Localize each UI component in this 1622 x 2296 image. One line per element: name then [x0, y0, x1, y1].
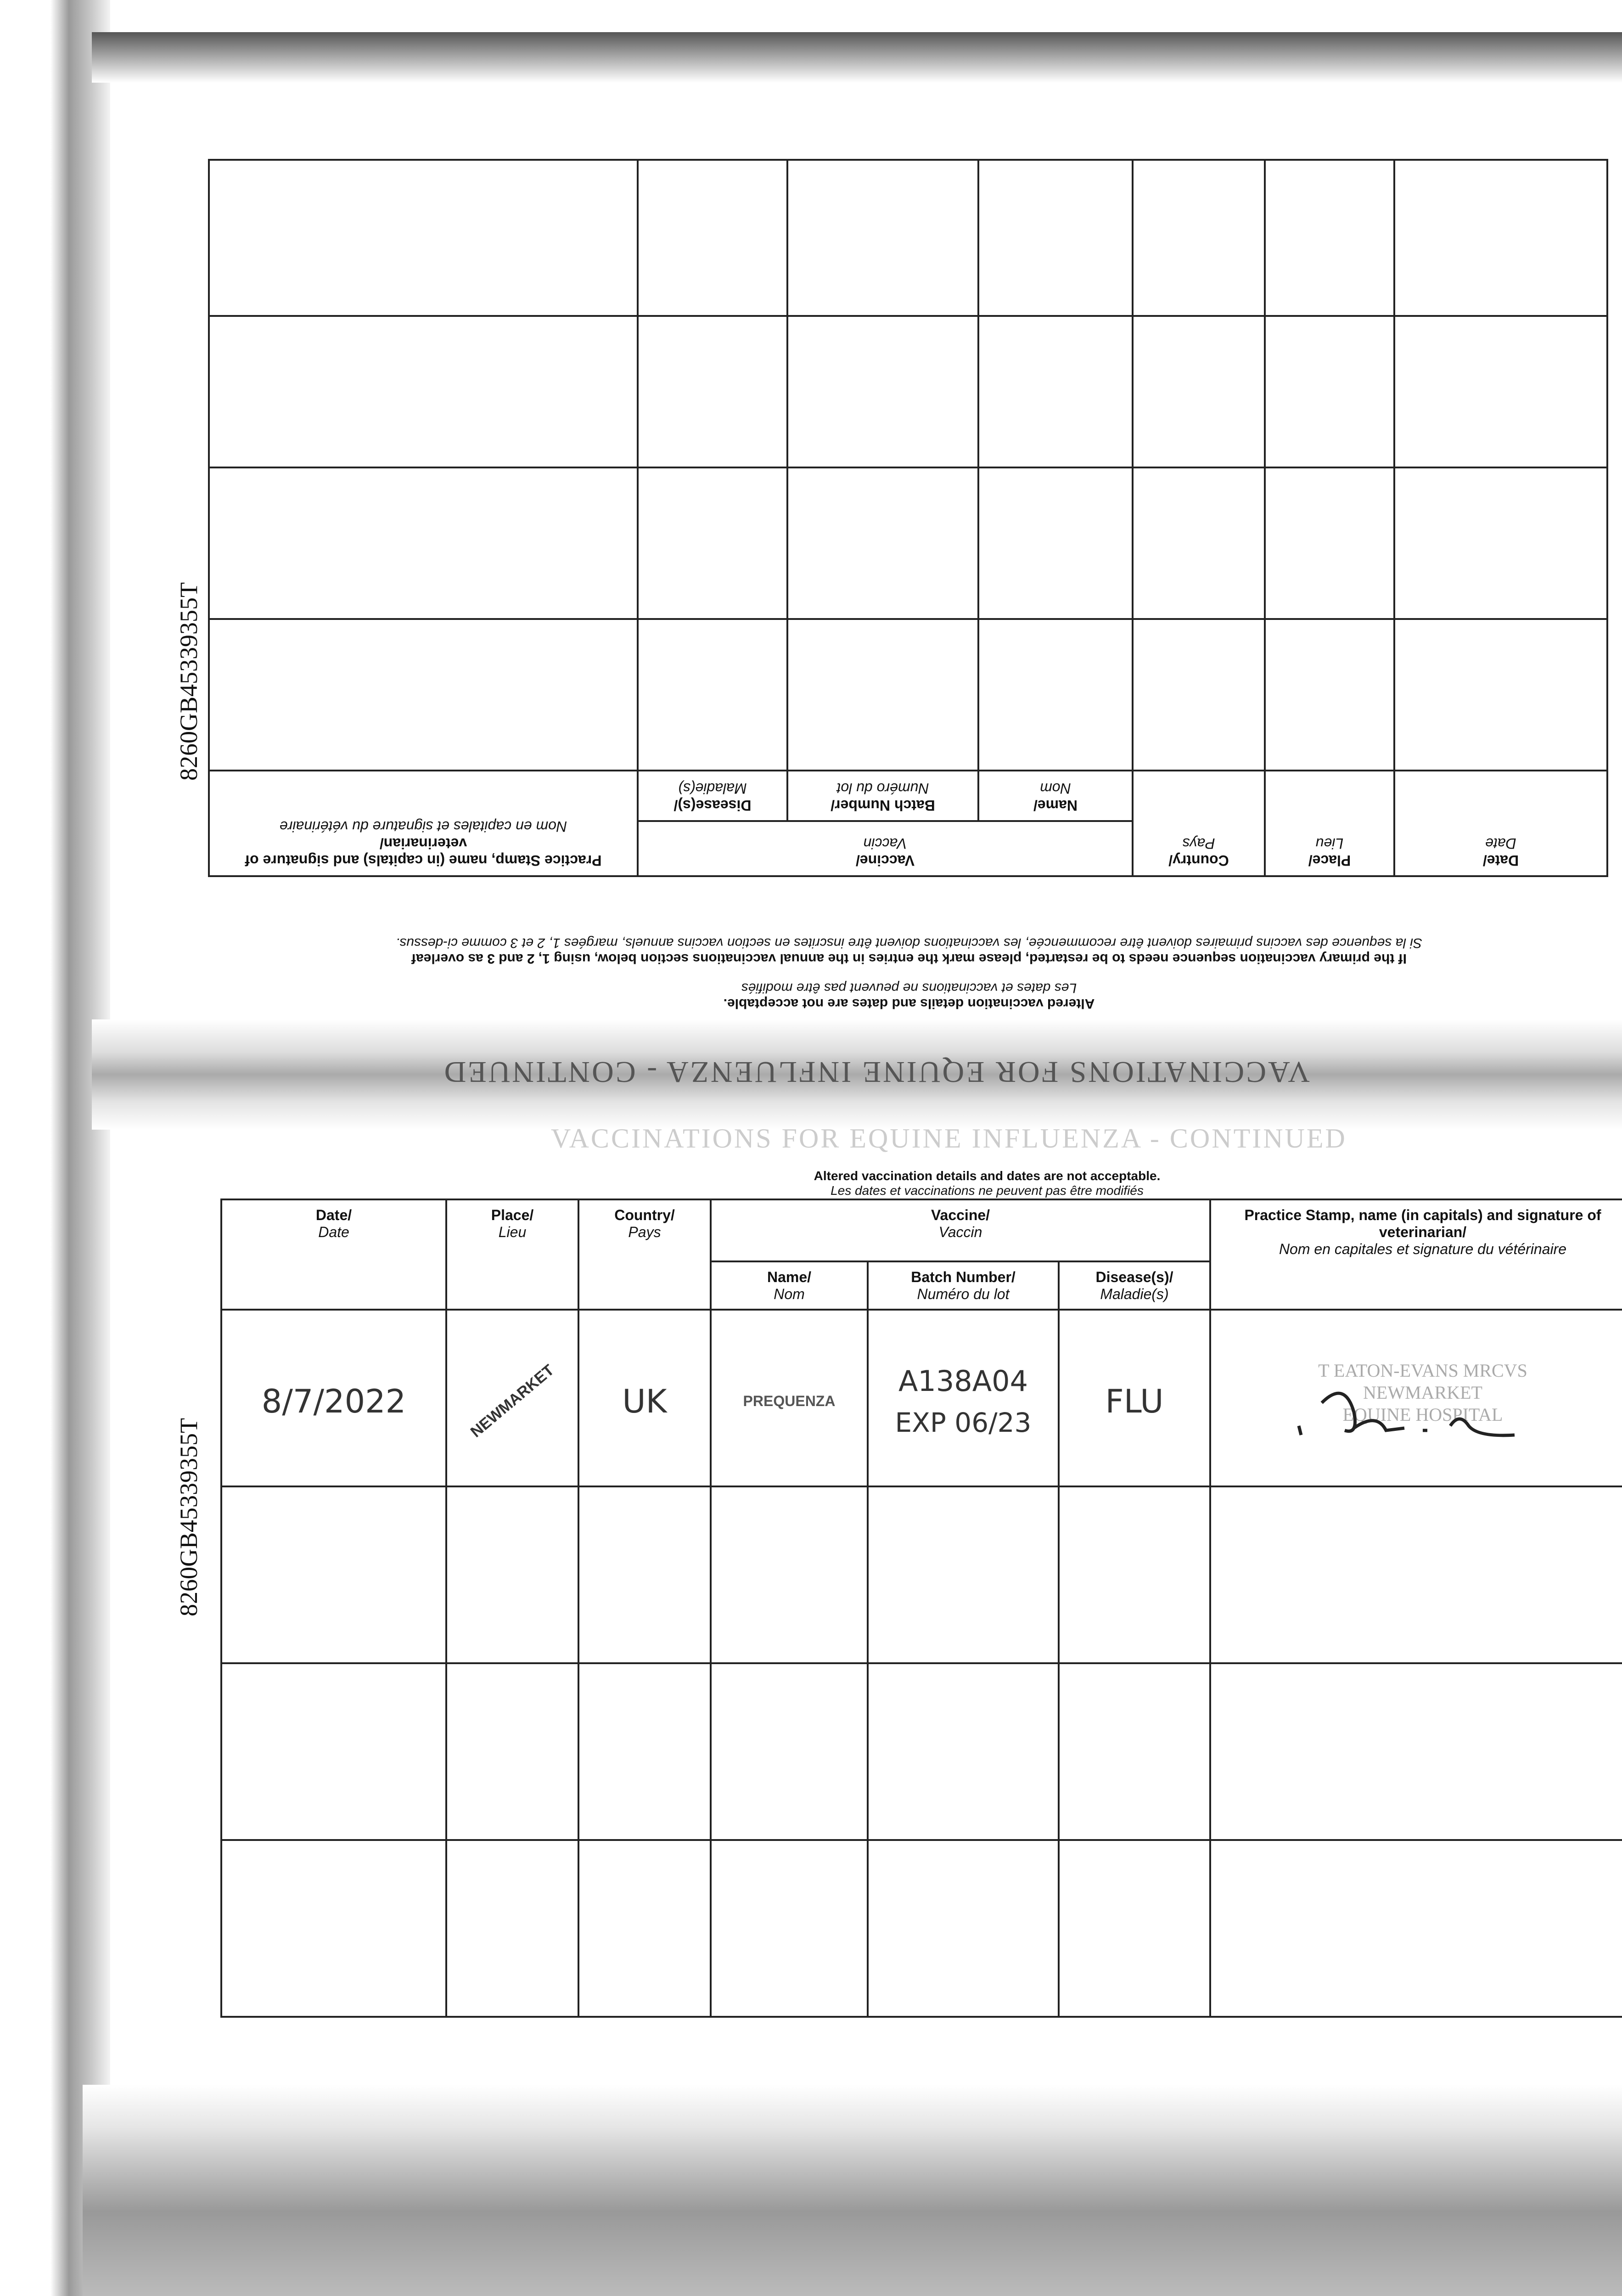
entry-country: UK	[578, 1309, 712, 1487]
table-row	[220, 1662, 1622, 1841]
scan-left-edge	[0, 0, 110, 2296]
note-altered-fr: Les dates et vaccinations ne peuvent pas…	[831, 1183, 1144, 1198]
header-place: Place/Lieu	[445, 1199, 579, 1311]
table-row	[209, 467, 1607, 619]
header-place: Place/Lieu	[1265, 771, 1394, 876]
header-batch: Batch Number/Numéro du lot	[787, 771, 978, 821]
entry-vaccine-name: PREQUENZA	[710, 1309, 869, 1487]
entry-date: 8/7/2022	[220, 1309, 447, 1487]
page-fold	[92, 1019, 1622, 1130]
notes-upper: Altered vaccination details and dates ar…	[210, 935, 1608, 1011]
entry-stamp: T EATON-EVANS MRCVS NEWMARKET EQUINE HOS…	[1209, 1309, 1622, 1487]
scan-top-edge	[92, 32, 1622, 83]
header-date: Date/Date	[1394, 771, 1607, 876]
scan-bottom-edge	[83, 2085, 1622, 2296]
table-row	[220, 1486, 1622, 1664]
header-name: Name/Nom	[978, 771, 1133, 821]
header-vaccine: Vaccine/Vaccin	[638, 821, 1133, 876]
table-row: 8/7/2022 NEWMARKET UK PREQUENZA A138A04 E…	[220, 1309, 1622, 1487]
note-restart-en: If the primary vaccination sequence need…	[411, 951, 1407, 966]
section-title-lower: VACCINATIONS FOR EQUINE INFLUENZA - CONT…	[551, 1123, 1347, 1154]
entry-batch: A138A04 EXP 06/23	[867, 1309, 1060, 1487]
header-batch: Batch Number/Numéro du lot	[867, 1261, 1060, 1311]
document-id-upper: 8260GB45339355T	[175, 582, 202, 781]
note-altered-fr: Les dates et vaccinations ne peuvent pas…	[741, 980, 1077, 996]
table-row	[220, 1839, 1622, 2018]
section-title-upper: VACCINATIONS FOR EQUINE INFLUENZA - CONT…	[442, 1055, 1310, 1089]
header-country: Country/Pays	[578, 1199, 712, 1311]
header-disease: Disease(s)/Maladie(s)	[1058, 1261, 1211, 1311]
header-disease: Disease(s)/Maladie(s)	[638, 771, 787, 821]
header-stamp: Practice Stamp, name (in capitals) and s…	[209, 771, 638, 876]
note-restart-fr: Si la sequence des vaccins primaires doi…	[395, 935, 1423, 951]
document-id-lower: 8260GB45339355T	[175, 1418, 202, 1616]
table-row	[209, 619, 1607, 771]
entry-disease: FLU	[1058, 1309, 1211, 1487]
header-country: Country/Pays	[1133, 771, 1265, 876]
note-altered-en: Altered vaccination details and dates ar…	[814, 1169, 1161, 1183]
header-name: Name/Nom	[710, 1261, 869, 1311]
header-stamp: Practice Stamp, name (in capitals) and s…	[1209, 1199, 1622, 1311]
header-vaccine: Vaccine/Vaccin	[710, 1199, 1211, 1262]
note-altered-en: Altered vaccination details and dates ar…	[723, 996, 1095, 1011]
upper-page-rotated: VACCINATIONS FOR EQUINE INFLUENZA - CONT…	[208, 159, 1608, 1089]
table-row	[209, 160, 1607, 316]
table-row	[209, 316, 1607, 467]
notes-lower: Altered vaccination details and dates ar…	[597, 1169, 1377, 1198]
vet-signature	[1297, 1391, 1515, 1437]
header-date: Date/Date	[220, 1199, 447, 1311]
lower-vaccination-table: Date/Date Place/Lieu Country/Pays Vaccin…	[220, 1199, 1622, 2018]
entry-place: NEWMARKET	[445, 1309, 579, 1487]
upper-vaccination-table: Date/Date Place/Lieu Country/Pays Vaccin…	[208, 159, 1608, 877]
